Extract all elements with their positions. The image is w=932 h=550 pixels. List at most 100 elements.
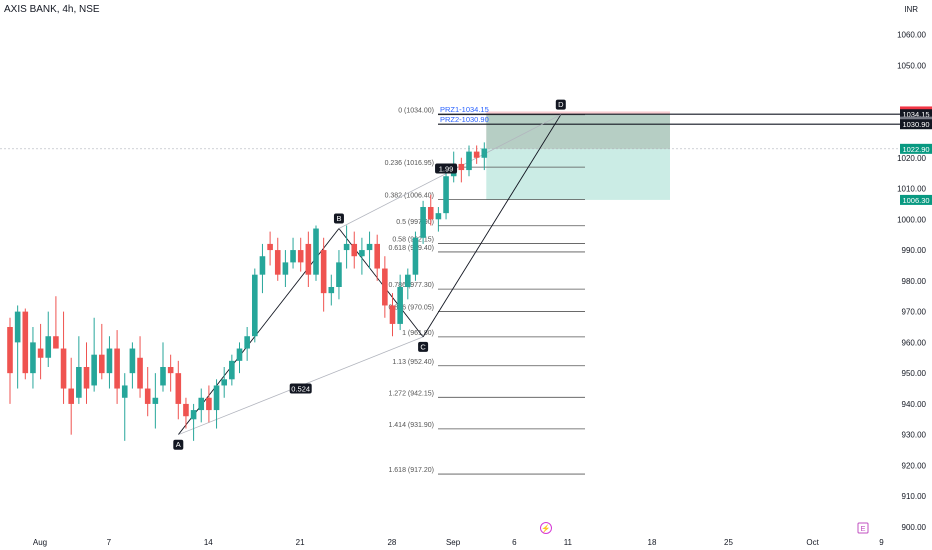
candle-body <box>328 286 335 294</box>
ratio-badge <box>435 163 458 174</box>
candle-body <box>267 243 273 251</box>
candle-body <box>129 348 136 374</box>
candle-body <box>420 206 426 238</box>
pattern-point-label: D <box>558 100 564 109</box>
fib-level-label: 1 (961.80) <box>402 330 434 337</box>
time-tick-label: Oct <box>806 538 819 547</box>
price-tick-label: 910.00 <box>902 492 927 501</box>
ratio-label: 1.99 <box>439 165 454 174</box>
candle-body <box>458 163 465 171</box>
candle-body <box>405 274 411 287</box>
candle-body <box>320 250 327 294</box>
pattern-point-badge <box>333 213 344 224</box>
time-tick-label: 18 <box>648 538 657 547</box>
price-tick-label: 990.00 <box>902 246 927 255</box>
fib-level-label: 1.272 (942.15) <box>388 390 434 397</box>
candle-body <box>343 243 350 251</box>
candle-body <box>366 243 373 251</box>
prz-label: PRZ1-1034.15 <box>440 105 489 114</box>
price-tick-label: 980.00 <box>902 277 927 286</box>
candle-body <box>359 250 365 257</box>
candle-body <box>443 176 449 214</box>
time-tick-label: Aug <box>33 538 47 547</box>
candle-body <box>91 354 97 386</box>
time-tick-label: 9 <box>879 538 884 547</box>
price-tick-label: 950.00 <box>902 369 927 378</box>
candle-body <box>45 336 52 358</box>
candle-body <box>351 243 358 257</box>
price-axis-badge <box>900 194 932 205</box>
candle-body <box>14 311 21 343</box>
pattern-point-badge <box>173 439 184 450</box>
candle-body <box>206 397 212 411</box>
candle-body <box>60 348 67 389</box>
candle-body <box>389 305 396 324</box>
price-axis-badge-label: 1030.90 <box>902 120 929 129</box>
dividend-marker-icon <box>540 522 552 534</box>
price-axis-badge <box>900 119 932 130</box>
candle-body <box>282 262 289 275</box>
fib-level-label: 0.382 (1006.40) <box>385 193 434 200</box>
candle-body <box>83 366 90 389</box>
time-tick-label: Sep <box>446 538 461 547</box>
harmonic-pattern <box>177 114 562 436</box>
candle-body <box>152 397 159 404</box>
candle-body <box>297 250 304 263</box>
candle-body <box>313 228 319 275</box>
candle-body <box>99 354 105 374</box>
price-tick-label: 1060.00 <box>897 31 926 40</box>
fib-level-label: 0.886 (970.05) <box>388 304 434 311</box>
price-tick-label: 1000.00 <box>897 215 926 224</box>
candle-body <box>198 397 205 411</box>
price-axis-badge <box>900 109 932 120</box>
candles <box>7 142 488 441</box>
candle-body <box>30 342 36 374</box>
price-axis-badge <box>900 143 932 154</box>
price-tick-label: 940.00 <box>902 400 927 409</box>
candle-body <box>175 373 182 404</box>
pattern-leg <box>422 114 562 338</box>
price-tick-label: 920.00 <box>902 461 927 470</box>
candle-body <box>114 348 120 389</box>
fib-level-label: 0.5 (997.90) <box>396 219 434 226</box>
price-tick-label: 1020.00 <box>897 154 926 163</box>
candle-body <box>7 326 13 374</box>
candle-body <box>435 213 442 220</box>
candle-body <box>190 410 197 420</box>
price-axis-badge-label: 1034.15 <box>902 110 929 119</box>
event-markers: ⚡ E <box>540 522 869 534</box>
candle-body <box>144 388 151 404</box>
candle-body <box>412 237 419 275</box>
earnings-marker-icon <box>857 522 869 534</box>
candle-body <box>473 151 480 158</box>
position-zones <box>0 111 900 200</box>
candle-body <box>274 250 281 275</box>
time-tick-label: 14 <box>204 538 213 547</box>
fib-level-label: 1.618 (917.20) <box>388 467 434 474</box>
candle-body <box>305 243 312 275</box>
currency-label: INR <box>904 5 918 14</box>
candle-body <box>37 348 44 358</box>
fib-levels: 0 (1034.00) 0.236 (1016.95) 0.382 (1006.40… <box>385 105 900 475</box>
candle-body <box>259 256 266 275</box>
price-tick-label: 930.00 <box>902 431 927 440</box>
candle-body <box>397 286 403 324</box>
candle-body <box>374 243 380 269</box>
candle-body <box>290 250 296 263</box>
candle-body <box>137 357 143 389</box>
fib-level-label: 1.13 (952.40) <box>392 359 434 366</box>
price-tick-label: 960.00 <box>902 338 927 347</box>
candle-body <box>427 206 434 220</box>
candle-body <box>466 151 472 171</box>
candle-body <box>22 311 29 374</box>
pattern-labels: A B C D 0.524 1.99 <box>173 99 566 450</box>
pattern-leg <box>177 228 340 435</box>
price-axis-badge-label: 1022.90 <box>902 145 929 154</box>
time-tick-label: 11 <box>564 538 573 547</box>
prz-label: PRZ2-1030.90 <box>440 115 489 124</box>
fib-level-label: 0 (1034.00) <box>398 108 434 115</box>
event-marker-glyph: E <box>860 524 865 533</box>
time-tick-label: 25 <box>724 538 733 547</box>
candle-body <box>236 348 243 361</box>
